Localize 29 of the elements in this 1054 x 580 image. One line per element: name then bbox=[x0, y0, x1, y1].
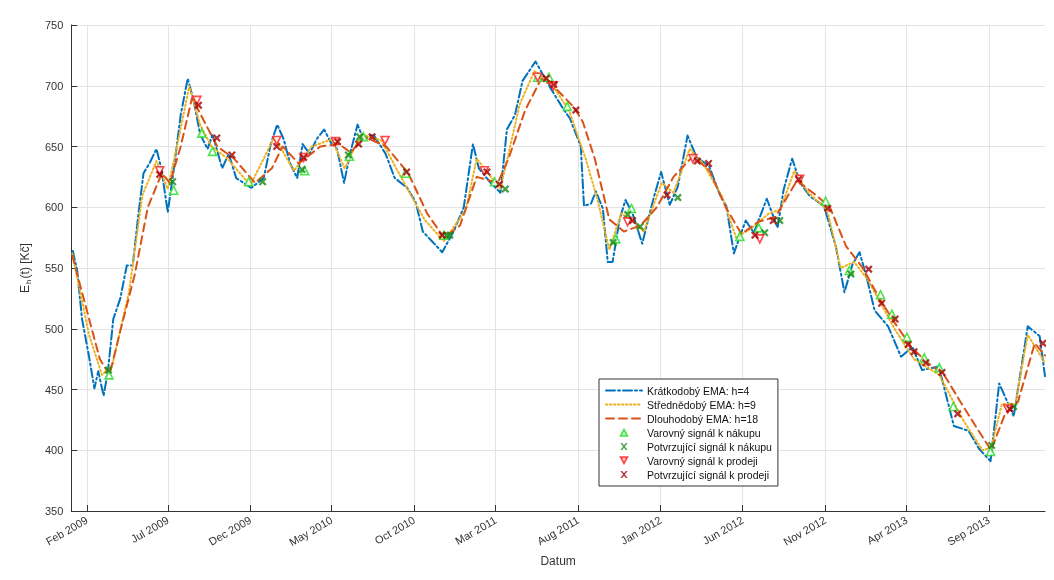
legend-label: Varovný signál k nákupu bbox=[647, 426, 761, 439]
x-tick-label: Sep 2013 bbox=[945, 513, 992, 548]
y-axis-title: Eh(t) [Kč] bbox=[18, 243, 33, 293]
y-tick-label: 600 bbox=[44, 201, 64, 214]
x-tick-label: May 2010 bbox=[286, 513, 335, 549]
x-tick-label: Nov 2012 bbox=[781, 513, 829, 548]
y-tick-label: 350 bbox=[44, 505, 64, 517]
y-tick-label: 500 bbox=[44, 322, 64, 335]
y-tick-label: 650 bbox=[44, 140, 64, 153]
legend-label: Střednědobý EMA: h=9 bbox=[647, 398, 757, 411]
y-tick-label: 550 bbox=[44, 262, 64, 274]
x-tick-label: Apr 2013 bbox=[864, 513, 910, 547]
x-tick-label: Dec 2009 bbox=[206, 513, 254, 548]
x-axis-title: Datum bbox=[540, 554, 576, 568]
y-tick-label: 750 bbox=[44, 19, 64, 31]
legend-label: Dlouhodobý EMA: h=18 bbox=[647, 412, 759, 425]
legend-label: Potvrzující signál k prodeji bbox=[647, 468, 769, 481]
legend-label: Krátkodobý EMA: h=4 bbox=[647, 384, 750, 397]
y-tick-label: 450 bbox=[44, 383, 64, 396]
x-tick-label: Oct 2010 bbox=[372, 513, 418, 547]
x-tick-label: Jun 2012 bbox=[700, 513, 746, 547]
x-tick-label: Jul 2009 bbox=[128, 513, 171, 545]
y-tick-label: 700 bbox=[44, 79, 64, 92]
legend-label: Potvrzující signál k nákupu bbox=[647, 440, 773, 453]
x-tick-label: Mar 2011 bbox=[453, 513, 499, 547]
y-tick-label: 400 bbox=[44, 444, 64, 457]
x-tick-label: Jan 2012 bbox=[618, 513, 664, 547]
legend-label: Varovný signál k prodeji bbox=[647, 454, 758, 467]
x-tick-label: Aug 2011 bbox=[535, 513, 582, 548]
